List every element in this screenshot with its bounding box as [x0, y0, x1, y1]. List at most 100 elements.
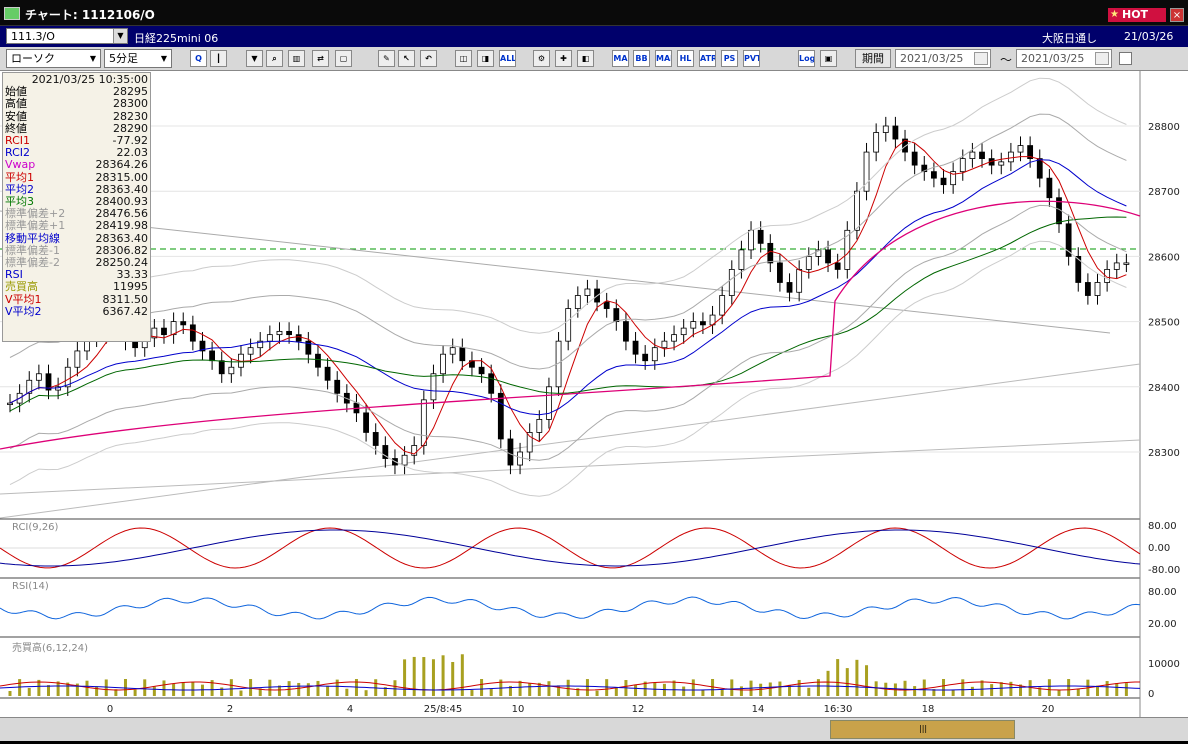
calendar-icon[interactable]	[974, 52, 988, 65]
volume-bar	[277, 685, 281, 696]
ohlc-rows: 始値 28295 高値 28300 安値 28230 終値 28290 RCI1 -77.92 RC…	[5, 85, 149, 318]
ohlc-row: 始値 28295	[5, 85, 148, 98]
candle-body	[7, 402, 13, 406]
candle-body	[873, 132, 880, 153]
period-button[interactable]: 期間	[855, 49, 891, 68]
volume-bar	[364, 690, 368, 696]
pointer-icon[interactable]: ↖	[398, 50, 415, 67]
rsi-label: RSI(14)	[12, 581, 49, 592]
to-date-input[interactable]: 2021/03/25	[1016, 49, 1112, 68]
ohlc-row: V平均2 6367.42	[5, 304, 149, 318]
candle-body	[372, 432, 379, 446]
candle-body	[940, 177, 947, 186]
log-icon[interactable]: Log	[798, 50, 815, 67]
scroll-thumb[interactable]: |||	[830, 720, 1015, 739]
export-icon[interactable]: ▣	[820, 50, 837, 67]
candle-body	[700, 321, 706, 326]
chevron-down-icon[interactable]: ▼	[89, 54, 97, 63]
candle-body	[959, 158, 966, 173]
time-tick-label: 14	[752, 704, 765, 715]
color-icon[interactable]: ◧	[577, 50, 594, 67]
chart-type-select[interactable]: ローソク ▼	[6, 49, 101, 68]
tool-icon[interactable]: ✚	[555, 50, 572, 67]
volume-bar	[104, 679, 108, 696]
cursor-icon[interactable]: ┃	[210, 50, 227, 67]
volume-bar	[614, 687, 618, 696]
volume-bar	[8, 691, 12, 696]
volume-tick-label: 0	[1148, 689, 1154, 700]
hl-icon[interactable]: HL	[677, 50, 694, 67]
candle-body	[1027, 145, 1034, 159]
volume-bar	[1057, 690, 1061, 696]
symbol-select[interactable]: 111.3/O ▼	[6, 28, 128, 44]
candle-right-icon[interactable]: ◨	[477, 50, 494, 67]
price-tick-label: 28300	[1148, 448, 1180, 459]
ohlc-value: 6367.42	[102, 304, 149, 318]
calendar-icon[interactable]	[1095, 52, 1109, 65]
atr-icon[interactable]: ATR	[699, 50, 716, 67]
ohlc-value: -77.92	[112, 134, 148, 148]
candle-body	[209, 350, 216, 362]
bars-icon[interactable]: ▥	[288, 50, 305, 67]
volume-bar	[951, 689, 955, 696]
candle-body	[786, 282, 793, 293]
swap-icon[interactable]: ⇄	[312, 50, 329, 67]
ohlc-value: 28400.93	[95, 195, 149, 209]
volume-bar	[508, 685, 512, 696]
all-icon[interactable]: ALL	[499, 50, 516, 67]
time-scrollbar[interactable]: |||	[0, 717, 1188, 741]
chart-area[interactable]: 28800 28700 28600 28500 28400 28300 RCI(9,26) 8…	[0, 71, 1188, 741]
ohlc-label: 安値	[5, 109, 27, 123]
ps-icon[interactable]: PS	[721, 50, 738, 67]
search-icon[interactable]: ⌕	[266, 50, 283, 67]
settings-icon[interactable]: ⚙	[533, 50, 550, 67]
volume-bar	[942, 679, 946, 696]
candle-body	[565, 308, 572, 342]
candle-body	[921, 164, 928, 173]
ohlc-row: 高値 28300	[5, 98, 148, 110]
pvt-icon[interactable]: PVT	[743, 50, 760, 67]
band-upper-line	[9, 113, 1127, 370]
chart-svg[interactable]: 28800 28700 28600 28500 28400 28300 RCI(9,26) 8…	[0, 71, 1188, 741]
band-lower-line	[9, 204, 1127, 461]
arrow-down-icon[interactable]: ▼	[246, 50, 263, 67]
candle-body	[1084, 282, 1091, 296]
bb-icon[interactable]: BB	[633, 50, 650, 67]
candle-body	[969, 151, 976, 160]
price-tick-label: 28800	[1148, 122, 1180, 133]
chevron-down-icon[interactable]: ▼	[160, 54, 168, 63]
band-lower2-line	[9, 240, 1127, 497]
candle-body	[603, 301, 610, 309]
toolbar: ローソク▼ 5分足▼ Q┃▼⌕▥⇄▢✎↖↶◫◨ALL⚙✚◧MABBMAEHLAT…	[0, 47, 1188, 71]
ohlc-row: 標準偏差+1 28419.98	[5, 220, 148, 232]
volume-bar	[518, 680, 522, 696]
close-icon[interactable]: ×	[1170, 8, 1184, 22]
volume-bar	[528, 683, 532, 696]
volume-bar	[865, 665, 869, 696]
from-date-input[interactable]: 2021/03/25	[895, 49, 991, 68]
ohlc-value: 28364.26	[95, 158, 149, 172]
volume-bar	[874, 681, 878, 696]
ma-icon[interactable]: MA	[612, 50, 629, 67]
candle-left-icon[interactable]: ◫	[455, 50, 472, 67]
pen-icon[interactable]: ✎	[378, 50, 395, 67]
blank-icon[interactable]: ▢	[335, 50, 352, 67]
option-checkbox[interactable]	[1119, 52, 1132, 65]
volume-bar	[1047, 679, 1051, 696]
ohlc-label: 平均2	[5, 182, 34, 196]
volume-bar	[152, 686, 156, 696]
mae-icon[interactable]: MAE	[655, 50, 672, 67]
candle-body	[517, 451, 523, 466]
zoom-icon[interactable]: Q	[190, 50, 207, 67]
rci-tick-label: -80.00	[1148, 565, 1180, 576]
volume-bar	[114, 689, 118, 696]
hot-button[interactable]: ★ HOT	[1108, 8, 1166, 22]
volume-bar	[460, 654, 464, 696]
interval-select[interactable]: 5分足 ▼	[104, 49, 172, 68]
chevron-down-icon[interactable]: ▼	[113, 29, 127, 43]
undo-icon[interactable]: ↶	[420, 50, 437, 67]
volume-bar	[316, 680, 320, 696]
candle-body	[834, 262, 841, 270]
candle-body	[882, 125, 889, 133]
ohlc-row: 移動平均線 28363.40	[5, 232, 148, 245]
